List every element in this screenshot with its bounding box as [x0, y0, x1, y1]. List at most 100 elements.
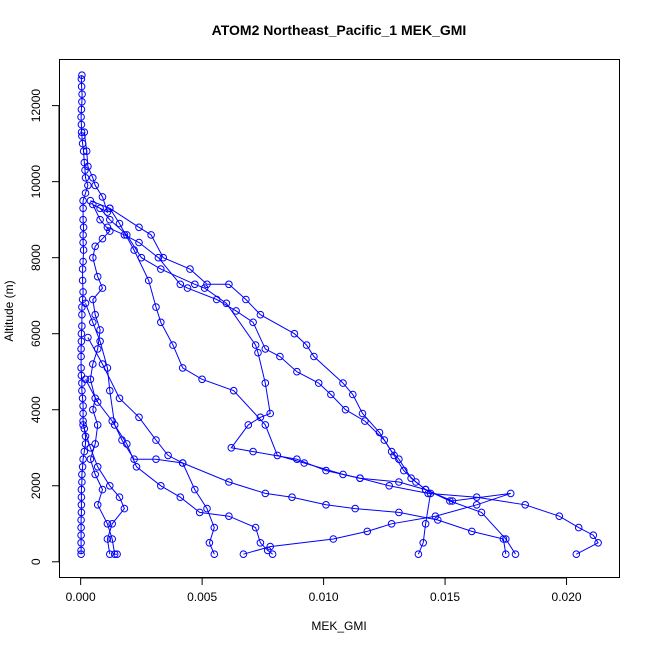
- x-axis: 0.000 0.005 0.010 0.015 0.020: [66, 577, 582, 604]
- data-point: [502, 550, 510, 559]
- data-point: [288, 493, 296, 502]
- data-point: [81, 299, 90, 308]
- y-tick-label: 12000: [29, 89, 43, 123]
- data-point: [79, 257, 87, 266]
- x-tick-label: 0.015: [430, 590, 460, 604]
- data-point: [412, 478, 420, 486]
- data-point: [135, 238, 143, 247]
- data-point: [256, 413, 265, 422]
- data-point: [86, 444, 95, 452]
- data-point: [159, 253, 168, 262]
- data-point: [356, 474, 364, 483]
- data-point: [77, 516, 85, 524]
- series-line-2: [83, 132, 118, 555]
- data-point: [183, 284, 192, 292]
- data-point: [421, 485, 430, 494]
- data-point: [108, 520, 116, 528]
- data-point: [77, 120, 86, 129]
- data-point: [572, 550, 581, 559]
- data-point: [103, 364, 112, 372]
- data-point: [93, 501, 102, 509]
- data-point: [86, 196, 95, 205]
- data-point: [421, 520, 430, 528]
- data-point: [78, 394, 87, 403]
- data-point: [176, 493, 185, 502]
- data-point: [79, 215, 87, 224]
- data-point: [203, 504, 211, 513]
- data-point: [293, 455, 301, 464]
- data-point: [93, 398, 102, 406]
- data-point: [176, 280, 185, 289]
- data-point: [261, 421, 270, 429]
- x-axis-label: MEK_GMI: [311, 619, 366, 633]
- data-point: [115, 219, 124, 228]
- data-point: [89, 360, 97, 368]
- data-point: [115, 394, 124, 403]
- data-point: [77, 329, 86, 338]
- data-point: [511, 550, 520, 559]
- data-point: [79, 196, 87, 205]
- data-point: [86, 375, 95, 384]
- data-point: [132, 463, 141, 471]
- y-tick-label: 0: [29, 558, 43, 565]
- data-point: [80, 447, 89, 456]
- data-point: [227, 444, 236, 452]
- data-point: [164, 451, 172, 460]
- data-point: [96, 337, 104, 346]
- data-point: [89, 318, 97, 327]
- data-point: [434, 516, 442, 524]
- x-tick-label: 0.005: [187, 590, 217, 604]
- data-point: [152, 436, 160, 444]
- data-point: [361, 417, 369, 425]
- y-axis: 0 2000 4000 6000 8000 10000 12000: [29, 89, 60, 565]
- data-point: [81, 440, 90, 448]
- data-point: [130, 246, 138, 254]
- data-point: [78, 478, 86, 486]
- y-axis-label: Altitude (m): [2, 280, 16, 341]
- data-point: [263, 546, 272, 555]
- data-point: [79, 409, 87, 418]
- data-point: [363, 527, 372, 536]
- data-point: [123, 440, 131, 448]
- data-point: [98, 193, 107, 201]
- data-point: [93, 421, 102, 429]
- data-point: [89, 253, 97, 262]
- data-point: [266, 409, 275, 418]
- data-point: [169, 341, 177, 349]
- data-point: [254, 348, 262, 357]
- data-point: [191, 485, 199, 494]
- data-point: [310, 352, 318, 361]
- data-point: [78, 463, 87, 471]
- series-line-7: [85, 303, 507, 555]
- data-point: [78, 132, 86, 140]
- data-point: [77, 546, 85, 555]
- data-point: [77, 113, 85, 121]
- series-line-1: [80, 75, 89, 555]
- data-point: [212, 295, 221, 304]
- data-point: [91, 394, 99, 403]
- data-point: [98, 284, 107, 292]
- data-point: [135, 223, 143, 232]
- data-point: [261, 489, 270, 498]
- data-point: [472, 501, 481, 509]
- data-point: [339, 470, 347, 479]
- data-point: [78, 322, 86, 330]
- data-point: [108, 417, 116, 425]
- data-point: [555, 512, 564, 521]
- data-point: [426, 489, 435, 498]
- data-point: [77, 501, 86, 509]
- data-point: [84, 181, 92, 190]
- data-point: [290, 329, 299, 338]
- data-point: [93, 272, 102, 281]
- x-tick-label: 0.000: [66, 590, 96, 604]
- data-point: [256, 539, 265, 547]
- data-point: [178, 459, 187, 467]
- data-point: [77, 523, 85, 532]
- data-point: [302, 341, 311, 349]
- data-point: [79, 223, 88, 232]
- data-point: [77, 75, 86, 83]
- data-point: [147, 231, 155, 239]
- data-point: [78, 139, 87, 148]
- data-point: [103, 535, 112, 543]
